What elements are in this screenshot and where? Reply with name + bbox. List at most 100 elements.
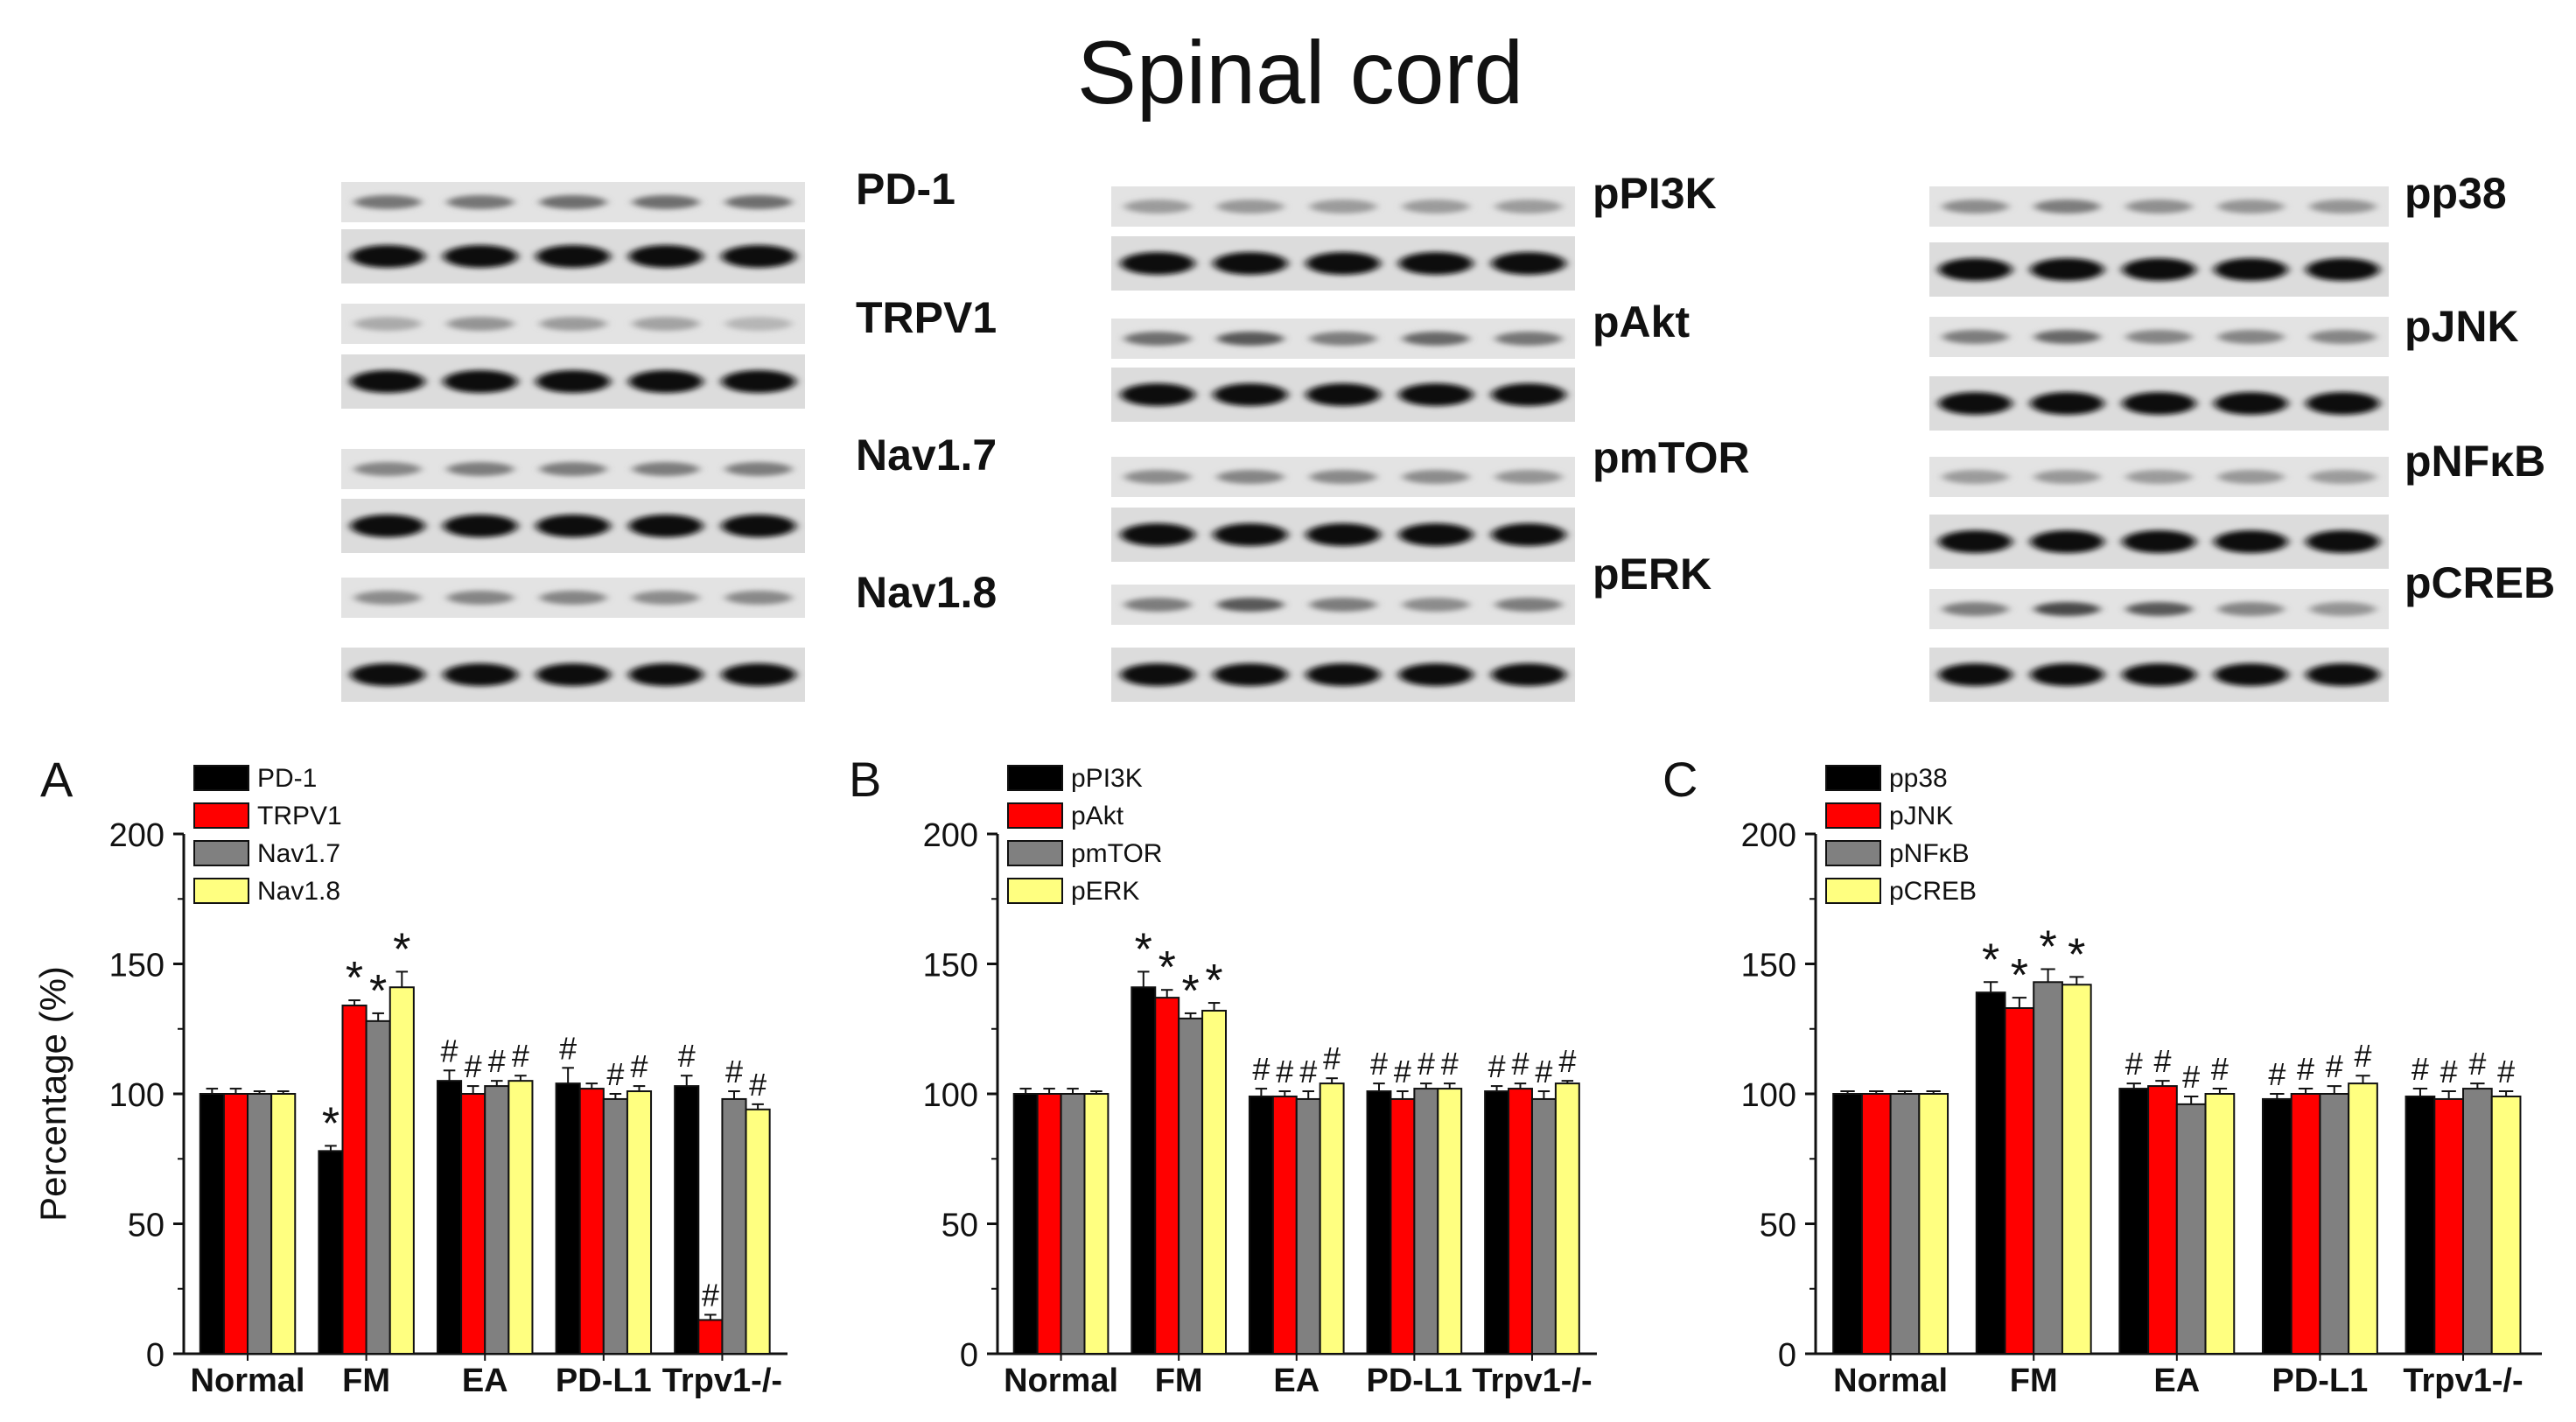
bar — [2348, 1082, 2378, 1355]
blot-band — [1938, 258, 2012, 281]
bar — [1390, 1097, 1416, 1355]
significance-mark: # — [2268, 1056, 2286, 1092]
blot-label: pPI3K — [1592, 169, 1717, 218]
bar — [1918, 1093, 1950, 1355]
bar — [2061, 984, 2092, 1355]
blot-band — [1213, 523, 1288, 546]
legend-swatch — [193, 840, 249, 866]
significance-mark: * — [2039, 921, 2056, 972]
significance-mark: # — [2468, 1046, 2486, 1082]
legend-swatch — [1825, 765, 1881, 791]
significance-mark: * — [2011, 950, 2028, 1001]
blot-band — [1216, 598, 1284, 612]
y-tick-label: 100 — [923, 1077, 978, 1114]
blot-band — [1216, 200, 1284, 214]
legend-label: pmTOR — [1071, 839, 1162, 868]
significance-mark: # — [2182, 1059, 2200, 1095]
blot-band — [443, 515, 518, 537]
blot-band — [1942, 200, 2009, 214]
y-tick-label: 150 — [923, 948, 978, 984]
blot-band — [2030, 530, 2104, 553]
blot-band — [2309, 470, 2376, 484]
bar — [697, 1319, 724, 1355]
blot-band — [1213, 383, 1288, 406]
bar — [2319, 1093, 2350, 1355]
bar — [1832, 1093, 1863, 1355]
bar — [1437, 1088, 1463, 1355]
significance-mark: * — [1982, 935, 1999, 985]
blot-band — [632, 591, 700, 605]
legend-swatch — [1007, 802, 1063, 829]
blot-band — [2309, 330, 2376, 344]
legend-label: pAkt — [1071, 802, 1124, 830]
blot-band — [724, 317, 793, 331]
y-tick-label: 0 — [960, 1337, 978, 1374]
panel-letter: C — [1662, 752, 1698, 807]
bar — [1271, 1095, 1298, 1355]
blot-band — [628, 245, 704, 268]
significance-mark: * — [346, 953, 363, 1004]
bar — [2261, 1097, 2292, 1355]
blot-band — [2306, 530, 2380, 553]
blot-band — [354, 195, 422, 209]
legend-swatch — [193, 802, 249, 829]
y-tick-label: 50 — [1760, 1208, 1796, 1244]
x-tick-label: FM — [1155, 1362, 1203, 1399]
blot-band — [446, 195, 514, 209]
bar — [388, 986, 415, 1355]
blot-band — [628, 370, 704, 393]
blot-band — [350, 370, 425, 393]
blot-band — [1491, 663, 1566, 686]
blot-band — [446, 317, 514, 331]
legend-swatch — [1007, 840, 1063, 866]
x-tick-label: PD-L1 — [2272, 1362, 2369, 1399]
x-tick-label: Normal — [191, 1362, 305, 1399]
blot-band — [1120, 523, 1195, 546]
blot-label: pJNK — [2404, 302, 2519, 351]
significance-mark: * — [1135, 924, 1152, 975]
bar — [247, 1093, 273, 1355]
x-tick-label: Trpv1-/- — [662, 1362, 782, 1399]
blot-band — [536, 663, 611, 686]
blot-band — [2217, 602, 2285, 616]
blot-label: Nav1.7 — [856, 431, 997, 480]
bar — [1319, 1082, 1345, 1355]
significance-mark: # — [465, 1048, 482, 1084]
significance-mark: # — [559, 1030, 577, 1066]
significance-mark: # — [1370, 1046, 1388, 1082]
significance-mark: # — [2211, 1051, 2229, 1087]
significance-mark: # — [1276, 1054, 1293, 1089]
blot-band — [2030, 258, 2104, 281]
blot-band — [1938, 530, 2012, 553]
blot-band — [1124, 200, 1192, 214]
blot-band — [2306, 392, 2380, 415]
legend-label: pERK — [1071, 877, 1139, 906]
y-tick-label: 200 — [1741, 817, 1796, 854]
x-tick-label: FM — [342, 1362, 390, 1399]
legend-swatch — [1007, 878, 1063, 904]
blot-band — [446, 462, 514, 476]
bar — [1975, 991, 2006, 1355]
blot-band — [1402, 598, 1470, 612]
blot-band — [2122, 392, 2196, 415]
blot-band — [2214, 530, 2288, 553]
blot-label: pp38 — [2404, 169, 2507, 218]
legend-label: PD-1 — [257, 764, 317, 793]
significance-mark: # — [1252, 1051, 1270, 1087]
blot-band — [446, 591, 514, 605]
blot-band — [1398, 523, 1474, 546]
blot-label: PD-1 — [856, 165, 956, 214]
y-tick-label: 100 — [109, 1077, 164, 1114]
x-tick-label: Normal — [1833, 1362, 1948, 1399]
legend-swatch — [1007, 765, 1063, 791]
bar — [508, 1080, 534, 1355]
x-tick-label: PD-L1 — [556, 1362, 652, 1399]
blot-band — [2214, 392, 2288, 415]
blot-band — [1491, 383, 1566, 406]
blot-band — [1306, 523, 1381, 546]
y-tick-label: 50 — [942, 1208, 978, 1244]
legend-swatch — [193, 765, 249, 791]
y-axis-label: Percentage (%) — [32, 966, 74, 1222]
